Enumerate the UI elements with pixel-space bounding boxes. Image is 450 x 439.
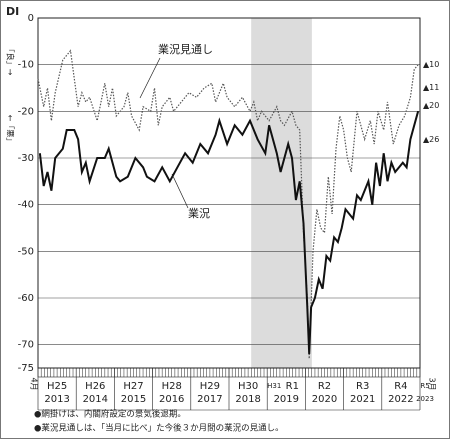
end-label: ▲11 [423, 83, 439, 92]
end-month: 3月 [428, 377, 437, 390]
year-label: 2016 [159, 394, 184, 405]
series-label: 業況 [188, 206, 210, 220]
era-label: R1 [286, 381, 299, 392]
note: ●網掛けは、内閣府設定の景気後退期。 [34, 409, 186, 420]
year-label: 2015 [121, 394, 146, 405]
y-up-label: 「良」→ [6, 45, 16, 76]
era-label: R5 [420, 382, 429, 390]
end-label: ▲20 [423, 101, 439, 110]
year-label: 2017 [197, 394, 222, 405]
era-label: H29 [200, 381, 220, 392]
leader [171, 173, 189, 209]
era-label: H28 [162, 381, 182, 392]
end-label: ▲10 [423, 60, 439, 69]
y-tick-label: -50 [18, 246, 34, 257]
y-tick-label: -75 [18, 363, 34, 374]
y-down-label: ←「悪」 [6, 115, 15, 146]
era-label: H31 [267, 382, 281, 390]
year-label: 2019 [274, 394, 299, 405]
year-label: 2021 [350, 394, 375, 405]
y-tick-label: -70 [18, 340, 34, 351]
era-label: R4 [394, 381, 407, 392]
era-label: H25 [47, 381, 67, 392]
year-label: 2020 [312, 394, 337, 405]
era-label: H27 [123, 381, 143, 392]
note: ●業況見通しは、「当月に比べ」た今後３か月間の業況の見通し。 [34, 423, 284, 434]
year-label: 2022 [388, 394, 413, 405]
leader [139, 57, 161, 99]
y-label: DI [6, 5, 19, 18]
era-label: R3 [356, 381, 369, 392]
y-tick-label: -20 [18, 106, 34, 117]
era-label: R2 [318, 381, 331, 392]
y-tick-label: 0 [28, 13, 34, 24]
year-label: 2013 [44, 394, 69, 405]
y-tick-label: -40 [18, 200, 34, 211]
era-label: H26 [85, 381, 105, 392]
shade [251, 18, 312, 368]
year-label: 2023 [416, 395, 434, 403]
era-label: H30 [238, 381, 258, 392]
series-label: 業況見通し [158, 42, 213, 56]
start-month: 4月 [30, 377, 39, 390]
year-label: 2014 [83, 394, 108, 405]
y-tick-label: -30 [18, 153, 34, 164]
end-label: ▲26 [423, 135, 439, 144]
y-tick-label: -10 [18, 60, 34, 71]
series-line [38, 111, 420, 355]
y-tick-label: -60 [18, 293, 34, 304]
series-line [37, 49, 419, 359]
year-label: 2018 [235, 394, 260, 405]
